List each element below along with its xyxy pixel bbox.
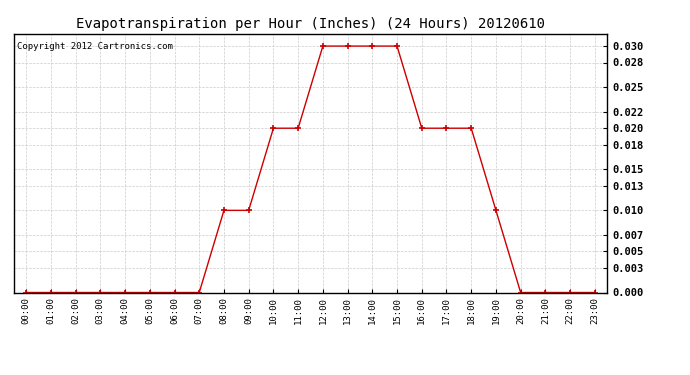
- Title: Evapotranspiration per Hour (Inches) (24 Hours) 20120610: Evapotranspiration per Hour (Inches) (24…: [76, 17, 545, 31]
- Text: Copyright 2012 Cartronics.com: Copyright 2012 Cartronics.com: [17, 42, 172, 51]
